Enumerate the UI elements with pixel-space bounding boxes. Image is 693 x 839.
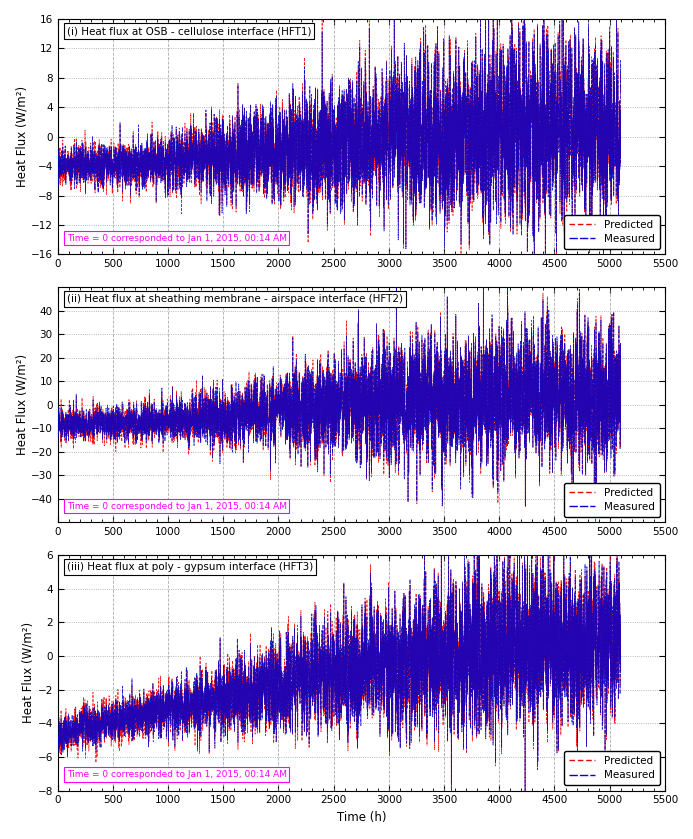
Y-axis label: Heat Flux (W/m²): Heat Flux (W/m²) bbox=[21, 623, 35, 723]
Y-axis label: Heat Flux (W/m²): Heat Flux (W/m²) bbox=[15, 354, 28, 456]
Text: Time = 0 corresponded to Jan 1, 2015, 00:14 AM: Time = 0 corresponded to Jan 1, 2015, 00… bbox=[67, 770, 287, 779]
Text: (i) Heat flux at OSB - cellulose interface (HFT1): (i) Heat flux at OSB - cellulose interfa… bbox=[67, 26, 311, 36]
X-axis label: Time (h): Time (h) bbox=[337, 811, 386, 824]
Legend: Predicted, Measured: Predicted, Measured bbox=[564, 751, 660, 785]
Text: Time = 0 corresponded to Jan 1, 2015, 00:14 AM: Time = 0 corresponded to Jan 1, 2015, 00… bbox=[67, 502, 287, 511]
Legend: Predicted, Measured: Predicted, Measured bbox=[564, 215, 660, 249]
Text: (ii) Heat flux at sheathing membrane - airspace interface (HFT2): (ii) Heat flux at sheathing membrane - a… bbox=[67, 294, 403, 305]
Legend: Predicted, Measured: Predicted, Measured bbox=[564, 482, 660, 518]
Y-axis label: Heat Flux (W/m²): Heat Flux (W/m²) bbox=[15, 86, 28, 187]
Text: Time = 0 corresponded to Jan 1, 2015, 00:14 AM: Time = 0 corresponded to Jan 1, 2015, 00… bbox=[67, 233, 287, 242]
Text: (iii) Heat flux at poly - gypsum interface (HFT3): (iii) Heat flux at poly - gypsum interfa… bbox=[67, 562, 313, 572]
